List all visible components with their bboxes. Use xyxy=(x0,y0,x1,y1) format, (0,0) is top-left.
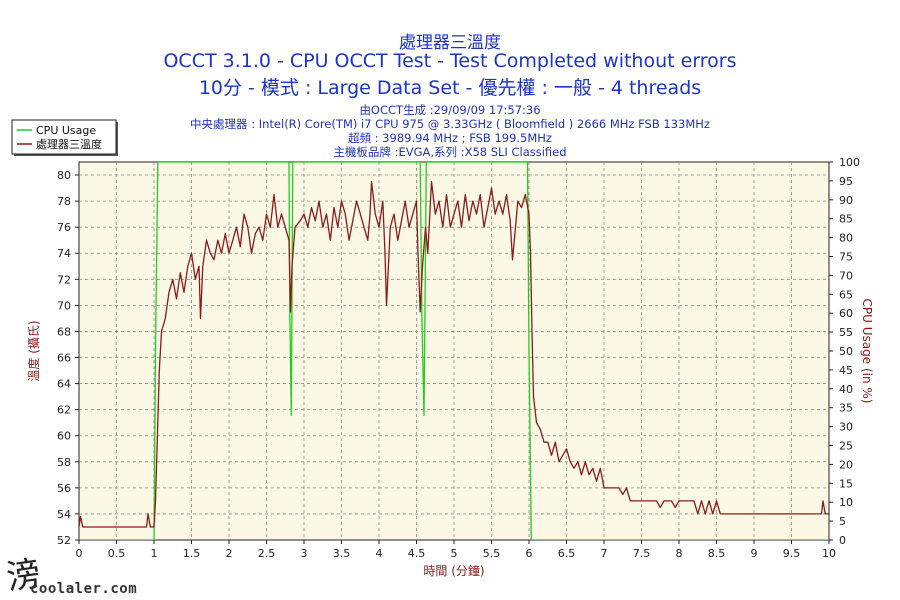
legend-label-1: 處理器三溫度 xyxy=(36,137,102,151)
x-tick-label: 7 xyxy=(601,547,608,560)
y-right-tick-label: 60 xyxy=(839,307,853,320)
x-tick-label: 7.5 xyxy=(633,547,651,560)
y-left-tick-label: 64 xyxy=(57,378,71,391)
x-tick-label: 8 xyxy=(676,547,683,560)
y-left-tick-label: 66 xyxy=(57,352,71,365)
series-line-1 xyxy=(79,180,829,528)
y-left-tick-label: 68 xyxy=(57,325,71,338)
y-right-tick-label: 40 xyxy=(839,383,853,396)
y-right-tick-label: 75 xyxy=(839,251,853,264)
chart-subtitle-test: OCCT 3.1.0 - CPU OCCT Test - Test Comple… xyxy=(163,50,737,72)
y-right-tick-label: 5 xyxy=(839,515,846,528)
x-tick-label: 6.5 xyxy=(558,547,576,560)
y-left-tick-label: 80 xyxy=(57,169,71,182)
y-right-tick-label: 35 xyxy=(839,402,853,415)
chart-subtitle-mode: 10分 - 模式 : Large Data Set - 優先權 : 一般 - 4… xyxy=(198,77,702,99)
x-tick-label: 6 xyxy=(526,547,533,560)
y-right-tick-label: 20 xyxy=(839,458,853,471)
y-right-tick-label: 65 xyxy=(839,288,853,301)
x-tick-label: 5.5 xyxy=(483,547,501,560)
y-left-tick-label: 52 xyxy=(57,534,71,547)
x-tick-label: 3.5 xyxy=(333,547,351,560)
y-left-axis-label: 溫度 (攝氏) xyxy=(26,320,41,381)
x-tick-label: 5 xyxy=(451,547,458,560)
y-right-axis-label: CPU Usage (in %) xyxy=(860,299,874,404)
y-right-tick-label: 55 xyxy=(839,326,853,339)
y-left-tick-label: 74 xyxy=(57,247,71,260)
y-right-tick-label: 90 xyxy=(839,194,853,207)
info-motherboard: 主機板品牌 :EVGA,系列 :X58 SLI Classified xyxy=(333,145,567,159)
y-left-tick-label: 60 xyxy=(57,430,71,443)
y-right-tick-label: 0 xyxy=(839,534,846,547)
legend-box xyxy=(11,119,117,155)
y-right-tick-label: 85 xyxy=(839,213,853,226)
y-right-tick-label: 50 xyxy=(839,345,853,358)
y-right-tick-label: 100 xyxy=(839,156,860,169)
info-cpu: 中央處理器 : Intel(R) Core(TM) i7 CPU 975 @ 3… xyxy=(190,117,710,131)
y-left-tick-label: 72 xyxy=(57,273,71,286)
x-axis-label: 時間 (分鐘) xyxy=(423,563,484,578)
series-line-0 xyxy=(79,162,829,540)
y-right-tick-label: 25 xyxy=(839,440,853,453)
y-left-tick-label: 54 xyxy=(57,508,71,521)
y-left-tick-label: 76 xyxy=(57,221,71,234)
y-left-tick-label: 58 xyxy=(57,456,71,469)
x-tick-label: 0.5 xyxy=(108,547,126,560)
x-tick-label: 10 xyxy=(822,547,836,560)
y-right-tick-label: 45 xyxy=(839,364,853,377)
y-right-tick-label: 80 xyxy=(839,232,853,245)
y-right-tick-label: 30 xyxy=(839,421,853,434)
y-right-tick-label: 15 xyxy=(839,477,853,490)
y-left-tick-label: 56 xyxy=(57,482,71,495)
x-tick-label: 9 xyxy=(751,547,758,560)
watermark-text: coolaler.com xyxy=(30,581,138,597)
x-tick-label: 3 xyxy=(301,547,308,560)
info-overclock: 超頻 : 3989.94 MHz ; FSB 199.5MHz xyxy=(348,131,552,145)
x-tick-label: 1.5 xyxy=(183,547,201,560)
y-left-tick-label: 78 xyxy=(57,195,71,208)
x-tick-label: 8.5 xyxy=(708,547,726,560)
y-right-tick-label: 70 xyxy=(839,269,853,282)
legend-label-0: CPU Usage xyxy=(36,124,96,137)
y-right-tick-label: 95 xyxy=(839,175,853,188)
y-left-tick-label: 70 xyxy=(57,299,71,312)
chart-title: 處理器三溫度 xyxy=(399,33,501,53)
x-tick-label: 4 xyxy=(376,547,383,560)
y-right-tick-label: 10 xyxy=(839,496,853,509)
info-generated: 由OCCT生成 :29/09/09 17:57:36 xyxy=(359,103,541,117)
x-tick-label: 0 xyxy=(76,547,83,560)
x-tick-label: 2.5 xyxy=(258,547,276,560)
x-tick-label: 9.5 xyxy=(783,547,801,560)
x-tick-label: 2 xyxy=(226,547,233,560)
y-left-tick-label: 62 xyxy=(57,404,71,417)
x-tick-label: 4.5 xyxy=(408,547,426,560)
x-tick-label: 1 xyxy=(151,547,158,560)
